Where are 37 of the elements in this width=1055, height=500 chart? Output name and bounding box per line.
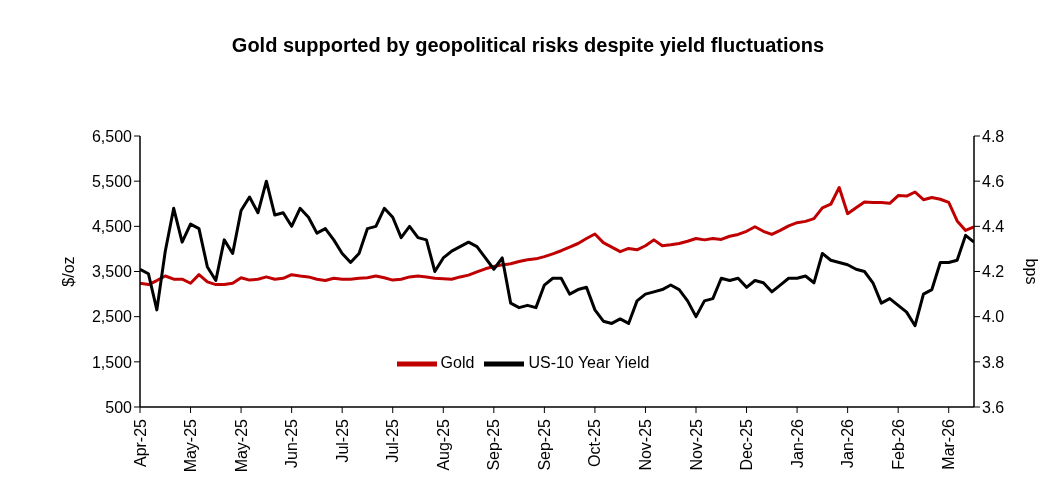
x-tick-label: Sep-25 — [485, 418, 503, 471]
y2-tick-label: 3.8 — [982, 353, 1005, 371]
y2-tick-label: 4.4 — [982, 218, 1005, 236]
line-series — [140, 185, 974, 287]
legend-label: US-10 Year Yield — [528, 354, 650, 372]
y-tick-label: 4,500 — [91, 218, 133, 236]
x-tick-label: Nov-25 — [687, 418, 705, 471]
y-tick-label: 500 — [105, 398, 133, 416]
x-tick-label: Mar-26 — [940, 418, 958, 470]
x-tick-label: Jun-25 — [283, 418, 301, 468]
y2-tick-label: 4.6 — [982, 172, 1005, 190]
x-tick-label: Aug-25 — [434, 418, 452, 471]
y2-tick-label: 4.8 — [982, 127, 1005, 145]
y2-tick-label: 4.2 — [982, 263, 1005, 281]
y2-tick-label: 4.0 — [982, 308, 1005, 326]
x-tick-label: May-25 — [232, 418, 250, 473]
y2-tick-label: 3.6 — [982, 398, 1005, 416]
y-tick-label: 2,500 — [91, 308, 133, 326]
x-tick-label: Nov-25 — [636, 418, 654, 471]
x-tick-label: Jan-26 — [788, 418, 806, 468]
legend-label: Gold — [440, 354, 475, 372]
x-tick-label: Jan-26 — [839, 418, 857, 468]
chart-title: Gold supported by geopolitical risks despite yield fluctuations — [230, 34, 826, 57]
y-axis-title: $/oz — [59, 256, 77, 287]
x-tick-label: Dec-25 — [738, 418, 756, 471]
x-tick-label: Oct-25 — [586, 418, 604, 468]
y-tick-label: 6,500 — [91, 127, 133, 145]
x-tick-label: Apr-25 — [131, 418, 149, 468]
y-tick-label: 5,500 — [91, 172, 133, 190]
y-tick-label: 1,500 — [91, 353, 133, 371]
x-tick-label: Jul-25 — [384, 418, 402, 463]
x-tick-label: Sep-25 — [535, 418, 553, 471]
y-tick-label: 3,500 — [91, 263, 133, 281]
x-tick-label: May-25 — [182, 418, 200, 473]
x-tick-label: Jul-25 — [333, 418, 351, 463]
x-tick-label: Feb-26 — [889, 418, 907, 470]
y2-axis-title: bps — [1023, 258, 1041, 285]
